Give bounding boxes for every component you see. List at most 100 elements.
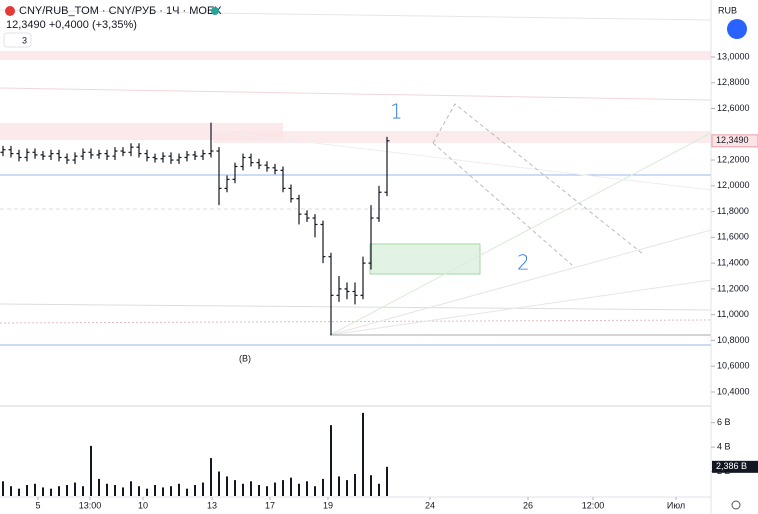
volume-bar [354, 474, 356, 496]
volume-bar [346, 480, 348, 496]
last-volume-label: 2,386 B [716, 461, 747, 471]
x-tick-label: 10 [138, 500, 148, 510]
volume-bar [170, 486, 172, 496]
last-price-box [711, 134, 758, 148]
volume-bar [1, 481, 4, 496]
symbol-icon [5, 6, 15, 16]
volume-bar [274, 482, 276, 496]
volume-bar [378, 483, 380, 496]
currency: RUB [718, 5, 737, 15]
projection [432, 142, 573, 266]
volume-bar [34, 483, 36, 496]
volume-bar [178, 483, 180, 496]
y-tick-label: 11,4000 [717, 258, 749, 268]
fan [329, 229, 712, 336]
volume-bar [370, 475, 372, 496]
volume-bar [282, 480, 284, 496]
volume-bar [58, 486, 60, 496]
status-dot [211, 7, 219, 15]
x-tick-label: Июл [667, 500, 685, 510]
y-tick-label: 10,6000 [717, 361, 750, 371]
volume-bar [18, 488, 20, 496]
volume-bar [82, 486, 84, 496]
volume-bar [138, 486, 140, 496]
fan [212, 130, 712, 191]
volume-bar [202, 482, 204, 496]
volume-bar [306, 481, 308, 496]
volume-bar [266, 486, 268, 496]
y-tick-label: 11,0000 [717, 309, 749, 319]
zone [0, 51, 711, 60]
y-tick-label: 6 B [717, 417, 731, 427]
volume-bar [114, 485, 116, 496]
volume-bar [74, 482, 76, 496]
x-tick-label: 17 [265, 500, 275, 510]
last-price-label: 12,3490 [716, 135, 749, 145]
zone [213, 131, 711, 143]
y-tick-label: 10,4000 [717, 386, 750, 396]
volume-bar [362, 412, 364, 496]
volume-bar [226, 476, 228, 496]
x-tick-label: 13 [207, 500, 217, 510]
x-tick-label: 5 [35, 500, 40, 510]
volume-bar [194, 485, 196, 496]
volume-bar [122, 487, 124, 496]
symbol: CNY/RUB_TOM · CNY/РУБ · 1Ч · MOEX [19, 5, 222, 17]
volume-bar [186, 488, 188, 496]
volume-bar [106, 483, 108, 496]
fan [329, 279, 712, 336]
indicator-count[interactable]: 3 [22, 35, 27, 45]
y-tick-label: 12,6000 [717, 103, 750, 113]
y-tick-label: 13,0000 [717, 51, 750, 61]
volume-bar [242, 483, 244, 496]
x-tick-label: 12:00 [582, 500, 605, 510]
y-tick-label: 10,8000 [717, 335, 750, 345]
add-button[interactable] [727, 19, 747, 39]
volume-bar [130, 481, 132, 496]
level [0, 9, 712, 21]
volume-bar [146, 488, 148, 496]
volume-bar [50, 488, 52, 496]
x-tick-label: 26 [523, 500, 533, 510]
volume-bar [234, 480, 236, 496]
volume-bar [66, 485, 68, 496]
volume-bar [218, 471, 220, 496]
x-tick-label: 24 [425, 500, 435, 510]
price-axis [711, 0, 758, 514]
annotation: (B) [239, 353, 251, 363]
y-tick-label: 4 B [717, 441, 731, 451]
volume-bar [42, 487, 44, 496]
volume-bar [26, 485, 28, 496]
zone [369, 243, 481, 275]
volume-bar [154, 485, 156, 496]
volume-bar [98, 478, 100, 496]
projection [432, 103, 644, 255]
level [0, 319, 712, 324]
x-tick-label: 19 [323, 500, 333, 510]
volume-bar [290, 477, 292, 496]
y-tick-label: 11,6000 [717, 232, 749, 242]
level [0, 303, 712, 311]
level [0, 87, 712, 101]
y-tick-label: 12,2000 [717, 154, 750, 164]
y-tick-label: 12,0000 [717, 180, 750, 190]
volume-bar [250, 481, 252, 496]
volume-bar [298, 483, 300, 496]
y-tick-label: 11,8000 [717, 206, 749, 216]
fan [329, 132, 712, 336]
annotation: 1 [390, 100, 403, 124]
indicator-toggle[interactable] [3, 32, 32, 48]
y-tick-label: 12,8000 [717, 77, 750, 87]
zone [0, 123, 283, 140]
x-tick-label: 13:00 [79, 500, 102, 510]
settings-icon[interactable] [731, 500, 741, 510]
volume-bar [258, 485, 260, 496]
y-tick-label: 11,2000 [717, 283, 749, 293]
volume-bar [314, 486, 316, 496]
volume-bar [386, 466, 388, 496]
volume-bar [322, 478, 324, 496]
volume-bar [210, 458, 212, 496]
volume-bar [10, 486, 12, 496]
